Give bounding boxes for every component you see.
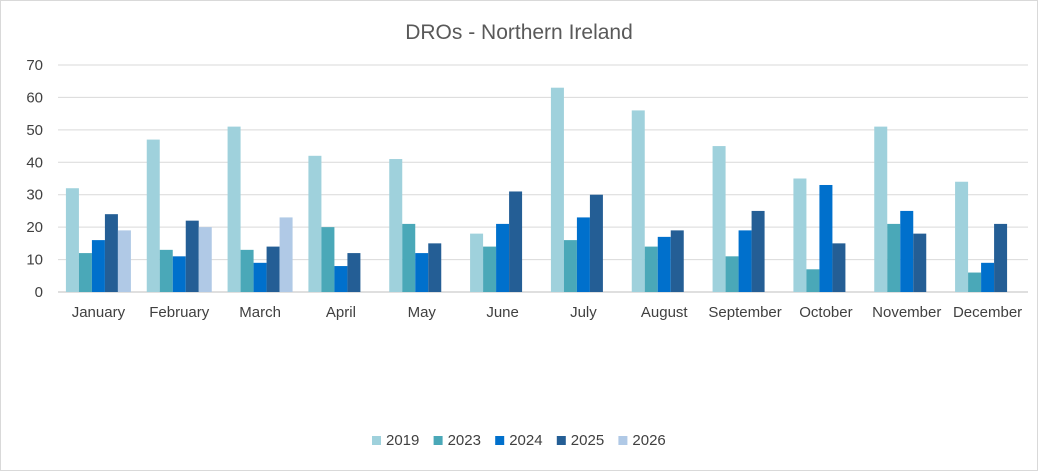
y-tick-label: 0 xyxy=(35,284,43,301)
bar-2019-august xyxy=(631,110,645,293)
bar-2023-january xyxy=(78,253,92,292)
bar-2024-july xyxy=(576,217,590,292)
bar-2025-january xyxy=(104,214,118,292)
bar-2019-september xyxy=(712,146,726,292)
bar-2025-march xyxy=(266,246,280,292)
bar-2025-april xyxy=(347,253,361,292)
y-tick-label: 10 xyxy=(26,252,43,269)
x-tick-label: July xyxy=(570,304,597,321)
bar-2023-december xyxy=(968,272,982,292)
bar-2023-april xyxy=(321,227,335,292)
bar-2023-may xyxy=(402,223,416,292)
legend-item-2025: 2025 xyxy=(556,432,604,449)
bar-2026-february xyxy=(198,227,212,292)
x-tick-label: June xyxy=(486,304,519,321)
bar-2024-may xyxy=(415,253,429,292)
legend-item-2019: 2019 xyxy=(372,432,419,449)
bar-2024-november xyxy=(900,210,914,292)
y-tick-label: 60 xyxy=(26,89,43,106)
bars xyxy=(65,87,1008,293)
bar-2023-june xyxy=(483,246,497,292)
bar-2023-september xyxy=(725,256,739,292)
x-tick-label: March xyxy=(239,304,281,321)
bar-2023-july xyxy=(563,240,577,292)
x-tick-label: January xyxy=(72,304,126,321)
x-tick-label: December xyxy=(953,304,1022,321)
bar-2024-september xyxy=(738,230,752,292)
legend-label: 2023 xyxy=(448,432,481,449)
y-tick-label: 20 xyxy=(26,219,43,236)
bar-2019-april xyxy=(308,155,322,292)
bar-2019-november xyxy=(874,126,888,292)
bar-2024-december xyxy=(981,262,995,292)
bar-2019-february xyxy=(146,139,160,292)
bar-2024-march xyxy=(253,262,267,292)
bar-2023-march xyxy=(240,249,254,292)
y-tick-label: 40 xyxy=(26,154,43,171)
y-tick-label: 70 xyxy=(26,57,43,74)
bar-2026-january xyxy=(117,230,131,292)
legend-swatch xyxy=(618,436,628,445)
x-tick-label: April xyxy=(326,304,356,321)
legend-swatch xyxy=(433,436,443,445)
legend-item-2023: 2023 xyxy=(433,432,481,449)
bar-2025-august xyxy=(670,230,684,292)
legend-swatch xyxy=(372,436,381,445)
bar-2024-february xyxy=(172,256,186,292)
x-tick-label: May xyxy=(408,304,437,321)
bar-2025-may xyxy=(428,243,442,292)
chart-title: DROs - Northern Ireland xyxy=(405,21,633,44)
y-tick-label: 50 xyxy=(26,122,43,139)
legend-item-2026: 2026 xyxy=(618,432,666,449)
bar-2024-june xyxy=(496,223,510,292)
bar-2019-may xyxy=(389,159,403,292)
y-tick-label: 30 xyxy=(26,187,43,204)
x-tick-label: November xyxy=(872,304,941,321)
legend-label: 2019 xyxy=(386,432,419,449)
bar-2025-october xyxy=(832,243,846,292)
x-tick-label: September xyxy=(708,304,781,321)
bar-2019-march xyxy=(227,126,241,292)
gridlines xyxy=(58,64,1028,293)
x-axis-ticks: January February March April May June July Augu… xyxy=(72,304,1022,321)
bar-2023-november xyxy=(887,223,901,292)
bar-2019-june xyxy=(470,233,484,292)
bar-2023-february xyxy=(159,249,173,292)
bar-2025-november xyxy=(913,233,927,292)
bar-2019-january xyxy=(65,188,79,292)
legend: 2019 2023 2024 2025 2026 xyxy=(372,432,666,449)
legend-swatch xyxy=(495,436,505,445)
bar-2024-january xyxy=(91,240,105,292)
bar-2025-february xyxy=(185,220,199,292)
x-tick-label: February xyxy=(149,304,210,321)
bar-2024-august xyxy=(657,236,671,292)
bar-2025-july xyxy=(589,194,603,292)
legend-swatch xyxy=(556,436,566,445)
bar-2025-september xyxy=(751,210,765,292)
y-axis-ticks: 0 10 20 30 40 50 60 70 xyxy=(26,57,43,301)
legend-item-2024: 2024 xyxy=(495,432,543,449)
bar-2023-august xyxy=(644,246,658,292)
bar-2024-april xyxy=(334,266,348,292)
x-tick-label: October xyxy=(799,304,852,321)
bar-2026-march xyxy=(279,217,293,292)
x-tick-label: August xyxy=(641,304,689,321)
bar-2025-june xyxy=(509,191,523,292)
bar-2019-july xyxy=(550,87,564,292)
legend-label: 2025 xyxy=(571,432,604,449)
bar-2024-october xyxy=(819,184,833,292)
bar-2019-december xyxy=(955,181,969,292)
bar-2023-october xyxy=(806,269,820,292)
legend-label: 2024 xyxy=(509,432,542,449)
bar-2025-december xyxy=(994,223,1008,292)
bar-2019-october xyxy=(793,178,807,292)
legend-label: 2026 xyxy=(632,432,665,449)
